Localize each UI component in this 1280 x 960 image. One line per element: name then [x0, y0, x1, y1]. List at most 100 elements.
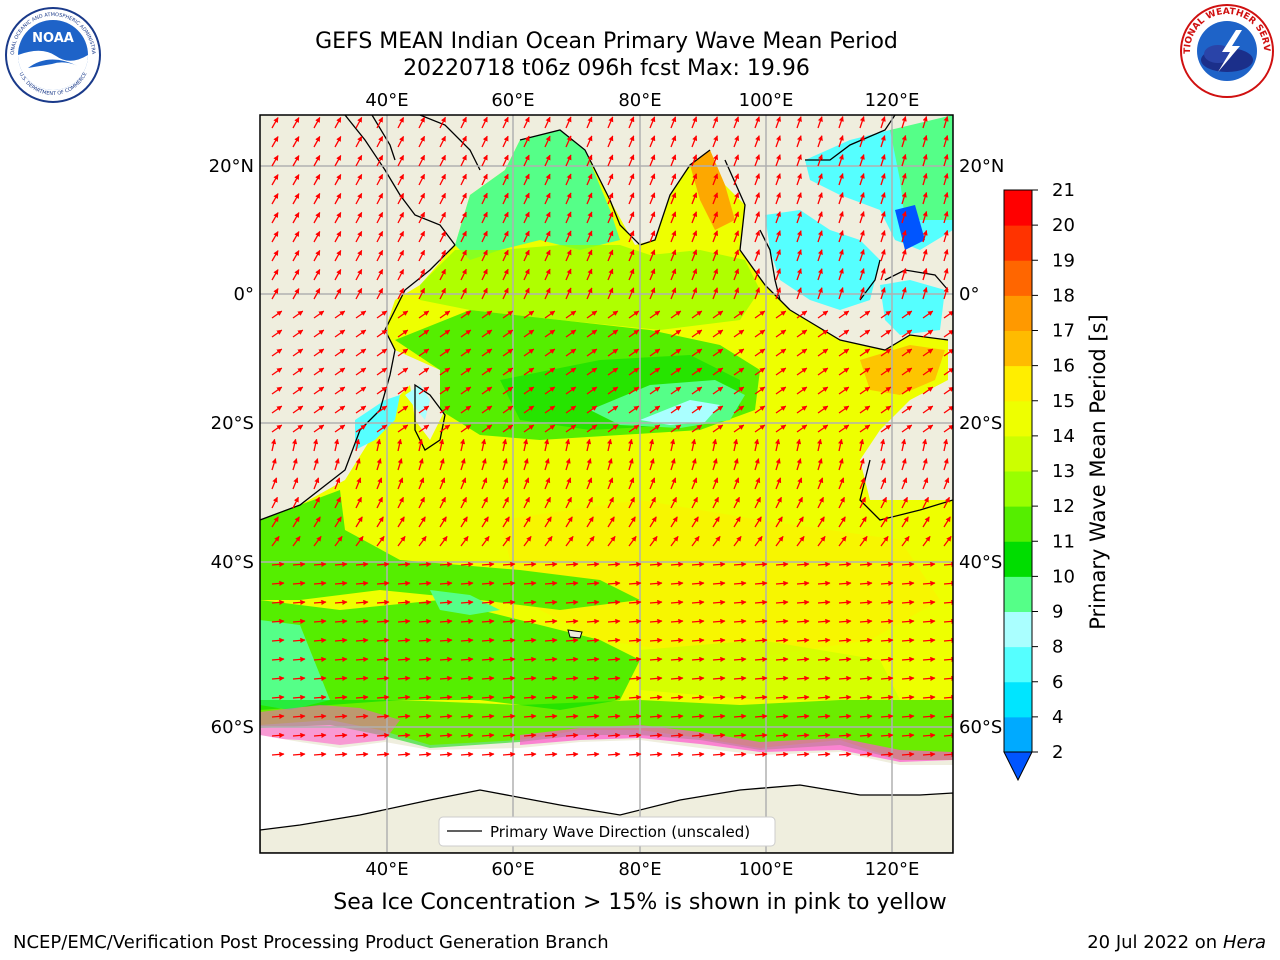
wave-arrow: [334, 535, 343, 547]
wave-arrow: [712, 732, 726, 738]
wave-arrow: [586, 116, 593, 129]
wave-arrow: [607, 230, 614, 243]
south-china-sea-cyan: [765, 210, 880, 310]
wave-arrow: [817, 154, 823, 167]
wave-arrow: [502, 424, 514, 433]
wave-arrow: [859, 329, 871, 338]
wave-arrow: [712, 348, 724, 357]
wave-arrow: [817, 173, 823, 186]
wave-arrow: [334, 424, 346, 433]
wave-arrow: [502, 580, 516, 586]
wave-arrow: [754, 424, 766, 433]
wave-arrow: [670, 516, 678, 528]
wave-arrow: [565, 348, 577, 357]
colorbar-tick-label: 11: [1052, 531, 1075, 552]
colorbar-tick-label: 16: [1052, 356, 1075, 377]
wave-arrow: [355, 287, 363, 300]
wave-arrow: [901, 458, 907, 471]
wave-arrow: [838, 154, 844, 167]
wave-arrow: [502, 329, 514, 338]
wave-arrow: [838, 496, 845, 509]
wave-arrow: [544, 192, 551, 205]
wave-arrow: [586, 496, 593, 509]
wave-arrow: [922, 116, 928, 129]
wave-arrow: [922, 329, 934, 338]
wave-arrow: [502, 751, 516, 757]
wave-arrow: [313, 535, 322, 547]
wave-arrow: [376, 535, 385, 547]
sea-ice-east: [520, 725, 953, 762]
wave-arrow: [859, 424, 871, 433]
wave-arrow: [943, 751, 953, 757]
wave-arrow: [523, 637, 537, 643]
wave-arrow: [817, 535, 826, 547]
wave-arrow: [418, 496, 425, 509]
wave-arrow: [901, 618, 915, 624]
wave-arrow: [754, 230, 761, 243]
wave-arrow: [397, 173, 405, 186]
wave-arrow: [481, 675, 495, 681]
lon-label-top: 100°E: [739, 90, 794, 111]
wave-arrow: [271, 496, 278, 509]
wave-arrow: [565, 477, 572, 490]
wave-arrow: [901, 154, 907, 167]
wave-arrow: [481, 367, 493, 376]
wave-arrow: [565, 458, 571, 471]
wave-arrow: [901, 599, 915, 605]
wave-arrow: [628, 310, 640, 319]
wave-arrow: [502, 310, 514, 319]
wave-arrow: [775, 675, 789, 681]
wave-arrow: [712, 516, 720, 528]
wave-arrow: [733, 516, 741, 528]
agulhas-green: [260, 490, 640, 610]
wave-arrow: [859, 656, 873, 662]
wave-arrow: [670, 405, 682, 414]
wave-arrow: [691, 656, 705, 662]
wave-arrow: [691, 599, 705, 605]
wave-arrow: [334, 231, 342, 243]
wave-arrow: [880, 386, 892, 395]
wave-arrow: [481, 348, 493, 357]
gridlines: [260, 115, 953, 853]
wave-arrow: [838, 675, 852, 681]
wave-arrow: [754, 249, 761, 262]
wave-arrow: [922, 211, 928, 224]
wave-arrow: [418, 618, 432, 624]
wave-arrow: [754, 367, 766, 376]
wave-arrow: [586, 516, 594, 528]
wave-arrow: [523, 561, 537, 567]
wave-arrow: [943, 192, 949, 205]
wave-arrow: [817, 694, 831, 700]
wave-arrow: [376, 367, 388, 376]
wave-arrow: [922, 135, 928, 148]
wave-arrow: [439, 751, 453, 757]
wave-arrow: [796, 637, 810, 643]
wave-direction-arrows: [271, 116, 953, 757]
wave-arrow: [712, 116, 719, 129]
wave-arrow: [271, 269, 279, 281]
wave-arrow: [922, 535, 931, 547]
wave-arrow: [754, 599, 768, 605]
wave-arrow: [397, 386, 409, 395]
wave-arrow: [817, 561, 831, 567]
wave-arrow: [775, 116, 781, 129]
wave-arrow: [628, 135, 635, 148]
wave-arrow: [271, 193, 279, 205]
wave-arrow: [397, 424, 409, 433]
wave-arrow: [313, 637, 327, 643]
wave-arrow: [754, 656, 768, 662]
wave-arrow: [943, 713, 953, 719]
wave-arrow: [733, 458, 739, 471]
wave-arrow: [838, 561, 852, 567]
wave-arrow: [943, 249, 949, 262]
wave-arrow: [334, 732, 348, 738]
wave-arrow: [418, 561, 432, 567]
wave-arrow: [733, 535, 742, 547]
wave-arrow: [292, 694, 306, 700]
wave-arrow: [271, 516, 279, 528]
wave-arrow: [376, 268, 384, 281]
wave-arrow: [943, 477, 950, 490]
wave-arrow: [691, 192, 698, 205]
wave-arrow: [523, 580, 537, 586]
wave-arrow: [376, 580, 390, 586]
